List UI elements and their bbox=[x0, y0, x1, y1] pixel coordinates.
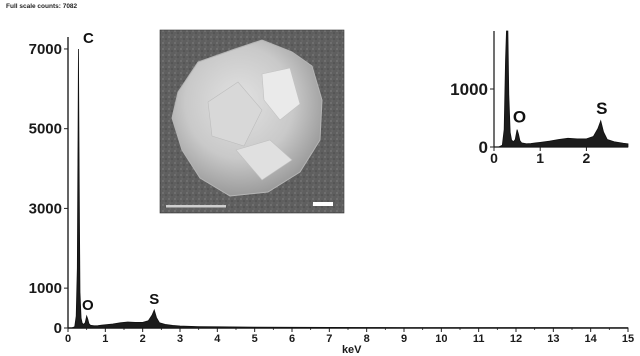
main-x-tick-label: 12 bbox=[510, 333, 522, 345]
main-axes bbox=[67, 37, 628, 329]
main-x-tick-label: 6 bbox=[289, 333, 295, 345]
main-peak-label: O bbox=[82, 297, 94, 314]
main-spectrum bbox=[68, 48, 629, 329]
main-x-tick-label: 0 bbox=[65, 333, 71, 345]
main-y-tick-label: 1000 bbox=[29, 280, 62, 297]
main-y-tick-label: 3000 bbox=[29, 200, 62, 217]
inset-y-tick-label: 0 bbox=[479, 138, 488, 157]
main-x-tick-label: 9 bbox=[401, 333, 407, 345]
main-peak-label: C bbox=[83, 30, 94, 47]
main-x-tick-label: 8 bbox=[364, 333, 370, 345]
main-x-tick-label: 4 bbox=[214, 333, 221, 345]
main-peak-label: S bbox=[149, 291, 159, 308]
main-y-tick-label: 5000 bbox=[29, 121, 62, 138]
inset-x-tick-label: 1 bbox=[536, 150, 544, 166]
inset-spectrum bbox=[494, 30, 629, 148]
main-x-tick-label: 7 bbox=[326, 333, 332, 345]
main-spectrum-series bbox=[68, 48, 629, 329]
main-x-tick-label: 3 bbox=[177, 333, 183, 345]
inset-y-tick-label: 1000 bbox=[450, 80, 488, 99]
inset-x-tick-label: 2 bbox=[583, 150, 591, 166]
sem-micrograph-image bbox=[159, 29, 345, 214]
main-x-tick-label: 13 bbox=[547, 333, 559, 345]
main-x-tick-label: 10 bbox=[435, 333, 447, 345]
inset-tick-labels: 0 1 2 0 1000 bbox=[450, 80, 590, 166]
inset-spectrum-series bbox=[494, 30, 629, 148]
inset-axes bbox=[493, 31, 628, 148]
main-x-tick-label: 2 bbox=[140, 333, 146, 345]
main-x-axis-label: keV bbox=[342, 344, 362, 356]
inset-peak-label: S bbox=[596, 99, 607, 118]
main-x-tick-label: 11 bbox=[473, 333, 485, 345]
inset-peak-label: O bbox=[513, 108, 526, 127]
main-tick-labels: 0 1 2 3 4 5 6 7 8 9 10 11 12 13 14 1501000300050007000k… bbox=[29, 41, 635, 356]
main-peak-labels: C O S bbox=[82, 30, 159, 314]
main-y-tick-label: 0 bbox=[54, 320, 62, 337]
main-x-tick-label: 5 bbox=[252, 333, 258, 345]
main-x-tick-label: 15 bbox=[622, 333, 634, 345]
full-scale-counts-label: Full scale counts: 7082 bbox=[6, 3, 78, 10]
main-x-tick-label: 14 bbox=[585, 333, 598, 345]
inset-x-tick-label: 0 bbox=[490, 150, 498, 166]
main-x-tick-label: 1 bbox=[102, 333, 108, 345]
main-y-tick-label: 7000 bbox=[29, 41, 62, 58]
